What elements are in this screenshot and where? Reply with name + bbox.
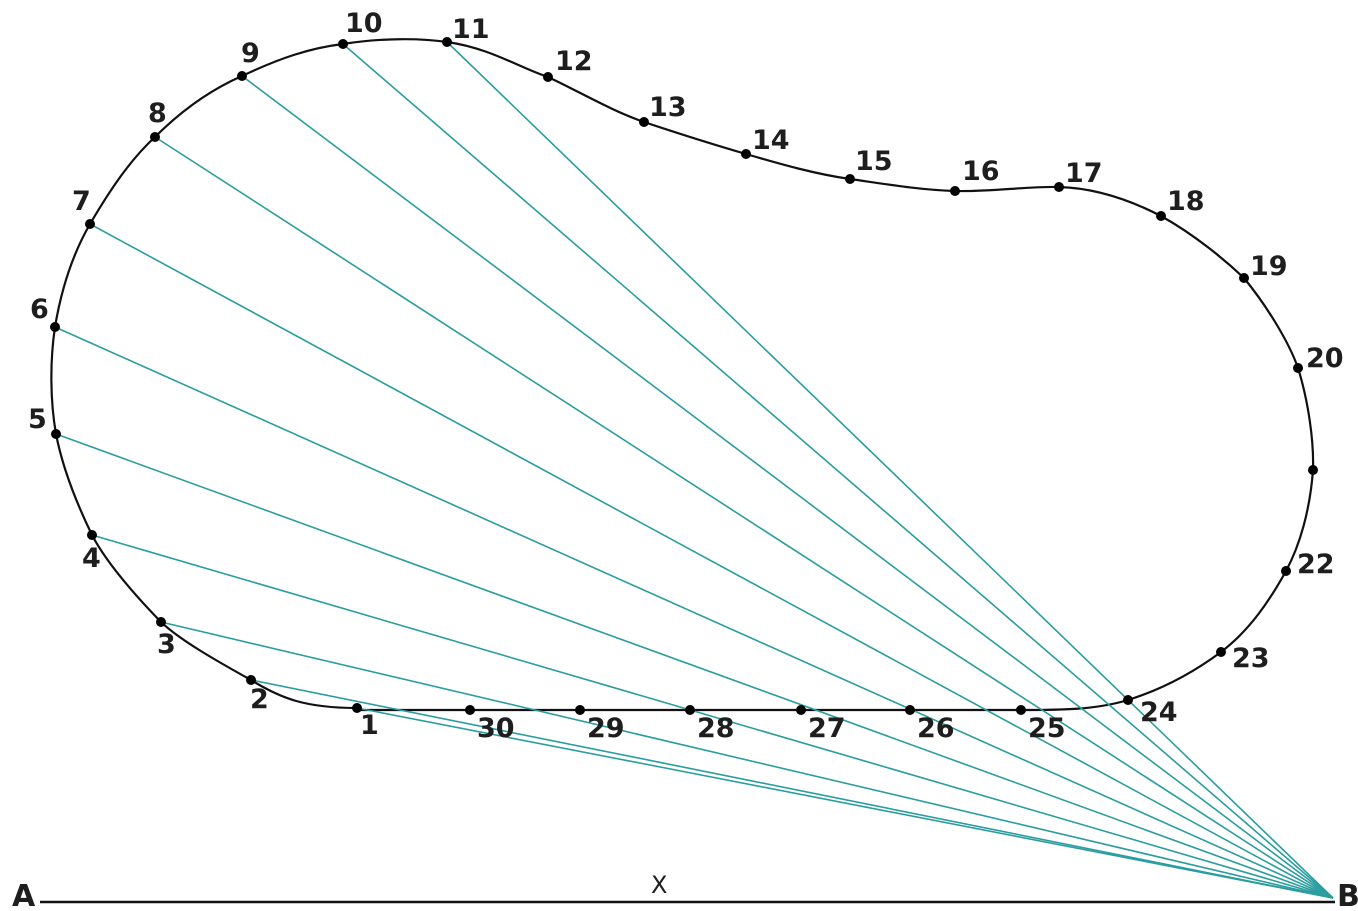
point-25-label: 25: [1028, 713, 1066, 744]
ray-1-to-b: [356, 707, 1334, 899]
point-11-label: 11: [452, 14, 490, 45]
point-5-dot: [51, 429, 61, 439]
point-21-dot: [1308, 465, 1318, 475]
point-24-label: 24: [1140, 697, 1178, 728]
point-10-label: 10: [345, 8, 383, 39]
point-20-dot: [1293, 363, 1303, 373]
point-8-dot: [150, 132, 160, 142]
point-19-label: 19: [1250, 251, 1288, 282]
point-19-dot: [1239, 273, 1249, 283]
point-17-dot: [1054, 182, 1064, 192]
point-15-label: 15: [855, 146, 893, 177]
point-30-dot: [465, 705, 475, 715]
segment-x-label: X: [651, 871, 667, 899]
point-16-label: 16: [962, 156, 1000, 187]
point-b-label: B: [1337, 879, 1358, 911]
point-12-label: 12: [555, 46, 593, 77]
point-22-label: 22: [1297, 549, 1335, 580]
point-16-dot: [950, 186, 960, 196]
point-15-dot: [845, 174, 855, 184]
point-23-dot: [1216, 647, 1226, 657]
ray-9-to-b: [241, 75, 1334, 899]
point-4-dot: [87, 530, 97, 540]
point-1-dot: [352, 703, 362, 713]
ray-4-to-b: [91, 534, 1334, 899]
point-29-label: 29: [587, 713, 625, 744]
ray-group: [54, 41, 1334, 899]
point-13-label: 13: [649, 92, 687, 123]
point-9-label: 9: [241, 38, 260, 69]
point-10-dot: [338, 39, 348, 49]
point-14-dot: [741, 149, 751, 159]
point-26-dot: [905, 705, 915, 715]
point-23-label: 23: [1232, 643, 1270, 674]
ray-8-to-b: [154, 136, 1334, 899]
point-a-label: A: [12, 879, 36, 911]
point-5-label: 5: [28, 404, 47, 435]
closed-curve-outline: [50, 38, 1315, 712]
point-28-label: 28: [697, 713, 735, 744]
point-24-dot: [1123, 695, 1133, 705]
point-12-dot: [543, 72, 553, 82]
ray-3-to-b: [160, 621, 1334, 899]
point-18-label: 18: [1167, 186, 1205, 217]
ray-11-to-b: [446, 41, 1334, 899]
ray-5-to-b: [55, 433, 1334, 899]
point-17-label: 17: [1065, 158, 1103, 189]
point-27-dot: [796, 705, 806, 715]
point-9-dot: [237, 71, 247, 81]
point-7-label: 7: [72, 186, 91, 217]
point-22-dot: [1281, 566, 1291, 576]
point-6-label: 6: [30, 294, 49, 325]
point-26-label: 26: [917, 713, 955, 744]
point-14-label: 14: [752, 125, 790, 156]
point-4-label: 4: [82, 543, 101, 574]
point-11-dot: [442, 37, 452, 47]
point-8-label: 8: [148, 98, 167, 129]
point-2-label: 2: [250, 684, 269, 715]
point-3-dot: [156, 617, 166, 627]
point-13-dot: [639, 117, 649, 127]
point-6-dot: [50, 322, 60, 332]
point-25-dot: [1016, 705, 1026, 715]
ray-6-to-b: [54, 326, 1334, 899]
ray-10-to-b: [342, 43, 1334, 899]
point-27-label: 27: [808, 713, 846, 744]
point-30-label: 30: [477, 713, 515, 744]
point-20-label: 20: [1306, 343, 1344, 374]
point-1-label: 1: [360, 710, 379, 741]
point-2-dot: [246, 675, 256, 685]
ray-2-to-b: [250, 679, 1334, 899]
point-28-dot: [685, 705, 695, 715]
point-3-label: 3: [157, 629, 176, 660]
point-7-dot: [85, 219, 95, 229]
point-29-dot: [575, 705, 585, 715]
ray-7-to-b: [89, 223, 1334, 899]
point-18-dot: [1156, 211, 1166, 221]
